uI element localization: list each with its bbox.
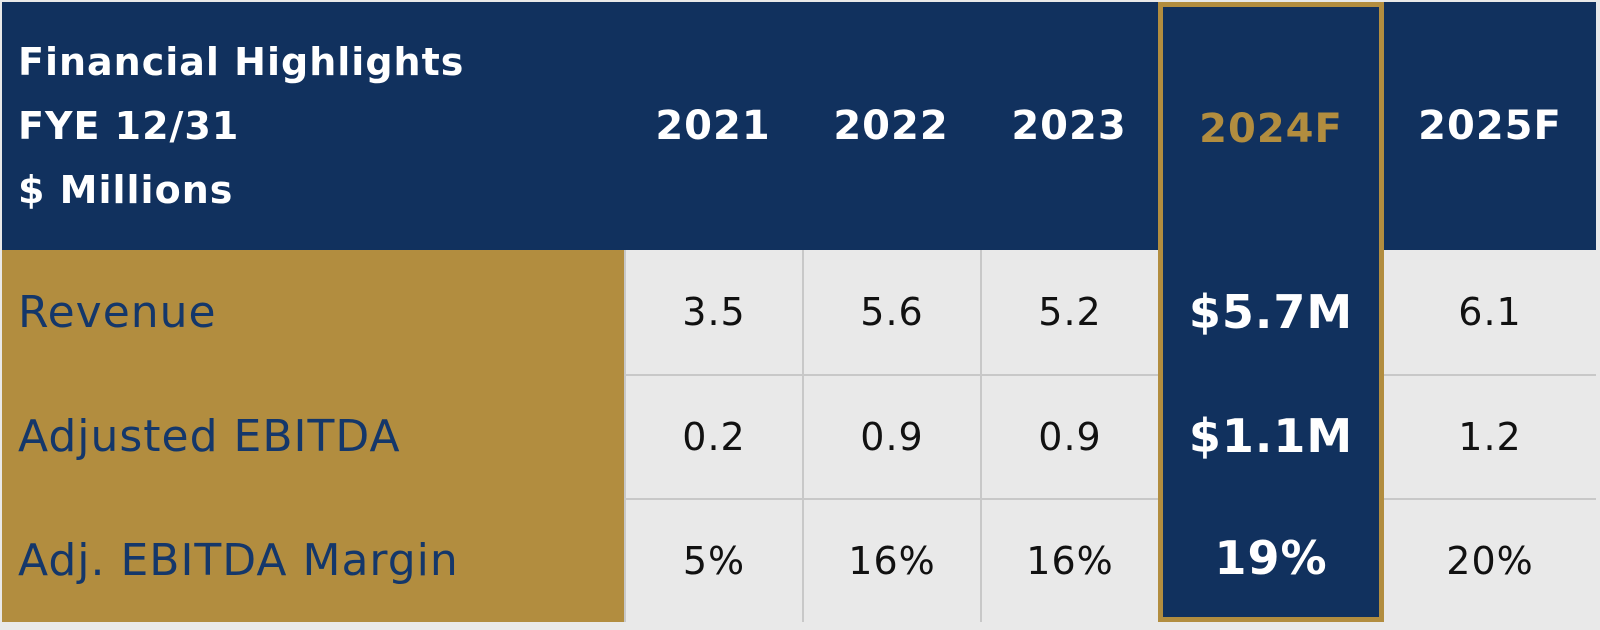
table-title: Financial Highlights FYE 12/31 $ Million…: [18, 30, 464, 222]
table-cell: 3.5: [624, 250, 802, 374]
table-cell: 0.9: [802, 374, 980, 498]
highlight-cell: 19%: [1158, 498, 1384, 622]
table-cell: 5.6: [802, 250, 980, 374]
table-cell: 5%: [624, 498, 802, 622]
table-cell: 0.2: [624, 374, 802, 498]
table-cell: 5.2: [980, 250, 1158, 374]
highlight-cell: $5.7M: [1158, 250, 1384, 374]
table-cell: 0.9: [980, 374, 1158, 498]
row-label-adj-ebitda-margin: Adj. EBITDA Margin: [2, 498, 624, 622]
title-line-2: FYE 12/31: [18, 104, 240, 148]
table-cell: 6.1: [1384, 250, 1596, 374]
table-cell: 20%: [1384, 498, 1596, 622]
table-cell: 16%: [980, 498, 1158, 622]
table-cell: 1.2: [1384, 374, 1596, 498]
year-header-2021: 2021: [624, 2, 802, 250]
year-header-2024f-highlighted: 2024F: [1158, 2, 1384, 250]
highlight-cell: $1.1M: [1158, 374, 1384, 498]
year-header-2023: 2023: [980, 2, 1158, 250]
row-label-adjusted-ebitda: Adjusted EBITDA: [2, 374, 624, 498]
table-cell: 16%: [802, 498, 980, 622]
title-line-3: $ Millions: [18, 168, 234, 212]
row-label-revenue: Revenue: [2, 250, 624, 374]
year-header-2025f: 2025F: [1384, 2, 1596, 250]
title-line-1: Financial Highlights: [18, 40, 465, 84]
table-title-cell: Financial Highlights FYE 12/31 $ Million…: [2, 2, 624, 250]
year-header-2022: 2022: [802, 2, 980, 250]
